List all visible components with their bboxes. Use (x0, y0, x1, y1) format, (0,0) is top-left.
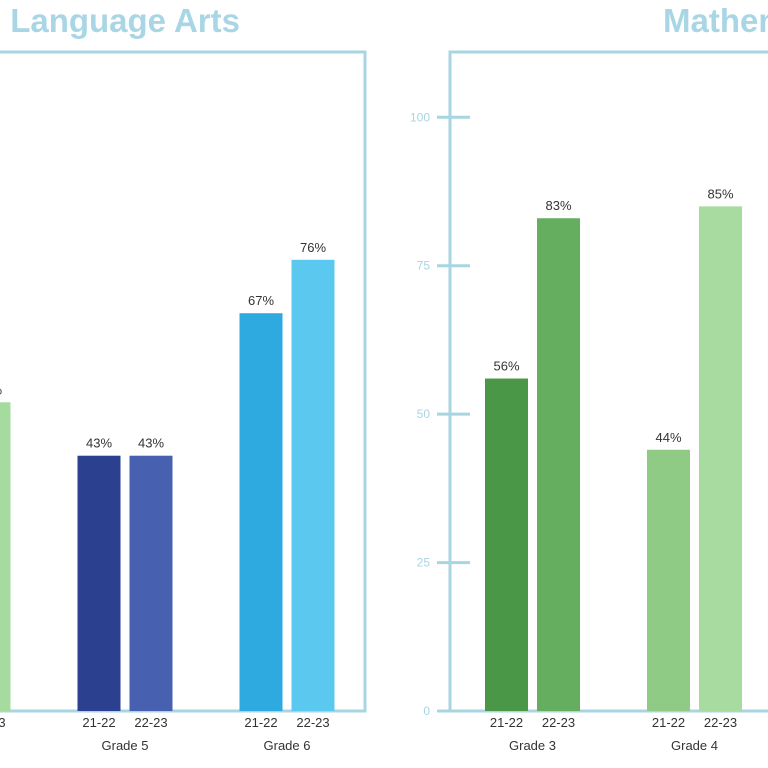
value-label: 85% (707, 186, 733, 201)
group-label: Grade 3 (509, 738, 556, 753)
bar (129, 455, 173, 711)
value-label: 83% (545, 198, 571, 213)
bar-category-label: 21-22 (82, 715, 115, 730)
value-label: 67% (248, 293, 274, 308)
y-tick-label: 25 (417, 556, 431, 570)
bar (239, 313, 283, 711)
bar (291, 259, 335, 711)
bar (699, 206, 742, 712)
value-label: 43% (138, 436, 164, 451)
group-label: Grade 4 (671, 738, 718, 753)
bar (0, 402, 11, 711)
y-tick-label: 75 (417, 259, 431, 273)
plot-frame (0, 50, 367, 713)
value-label: 52% (0, 382, 2, 397)
bar (77, 455, 121, 711)
bar-category-label: 21-22 (490, 715, 523, 730)
y-tick-label: 50 (417, 407, 431, 421)
value-label: 76% (300, 240, 326, 255)
chart-title: Mathematics (663, 2, 768, 39)
bar-category-label: 21-22 (652, 715, 685, 730)
value-label: 43% (86, 436, 112, 451)
bar (647, 449, 690, 711)
bar-category-label: 22-23 (542, 715, 575, 730)
bar-category-label: 22-23 (704, 715, 737, 730)
value-label: 44% (655, 430, 681, 445)
bar-category-label: 22-23 (134, 715, 167, 730)
bar-category-label: 22-23 (0, 715, 6, 730)
chart-title: Language Arts (10, 2, 240, 39)
group-label: Grade 6 (264, 738, 311, 753)
plot-frame (448, 50, 768, 713)
bar (485, 378, 528, 711)
y-tick-label: 100 (410, 110, 430, 124)
bar-category-label: 21-22 (244, 715, 277, 730)
bar-category-label: 22-23 (296, 715, 329, 730)
group-label: Grade 5 (102, 738, 149, 753)
bar (537, 218, 580, 711)
value-label: 56% (493, 359, 519, 374)
y-tick-label: 0 (423, 704, 430, 718)
